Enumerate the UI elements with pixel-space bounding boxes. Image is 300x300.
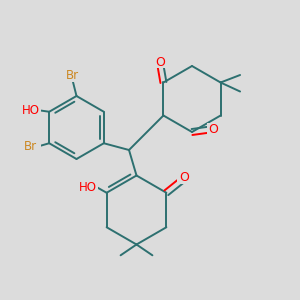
Text: HO: HO [22,104,40,117]
Text: O: O [208,123,218,136]
FancyBboxPatch shape [61,69,83,82]
Text: Br: Br [65,69,79,82]
FancyBboxPatch shape [154,56,167,68]
Text: O: O [155,56,165,69]
FancyBboxPatch shape [207,123,219,136]
FancyBboxPatch shape [76,181,98,194]
FancyBboxPatch shape [20,140,41,152]
FancyBboxPatch shape [178,172,190,184]
Text: O: O [179,171,189,184]
FancyBboxPatch shape [20,104,41,116]
Text: HO: HO [78,181,96,194]
Text: Br: Br [24,140,37,153]
